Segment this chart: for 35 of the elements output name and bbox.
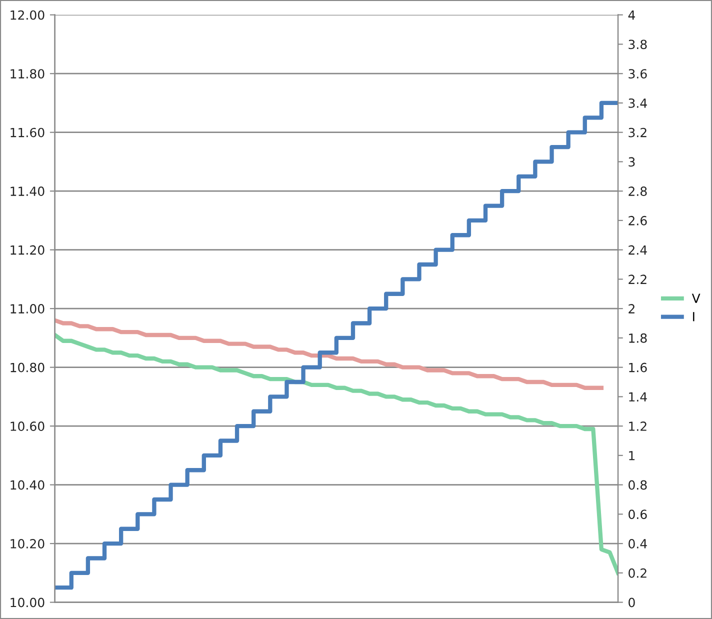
y-tick-label: 11.60 xyxy=(10,128,44,138)
y2-tick-label: 2.8 xyxy=(628,186,647,196)
y2-tick-label: 3.2 xyxy=(628,128,646,138)
y2-tick-label: 2.2 xyxy=(628,274,646,284)
y2-tick-label: 0.6 xyxy=(628,510,647,520)
y-tick-label: 10.00 xyxy=(10,598,44,608)
y2-tick-label: 0 xyxy=(628,598,635,608)
y2-tick-label: 0.2 xyxy=(628,568,646,578)
y2-tick-label: 3.6 xyxy=(628,69,647,79)
y2-tick-label: 1.6 xyxy=(629,362,647,372)
y2-tick-label: 4 xyxy=(628,10,635,20)
y2-tick-label: 2.4 xyxy=(628,245,647,255)
y-tick-label: 11.00 xyxy=(10,304,44,314)
y2-tick-label: 0.8 xyxy=(628,480,647,490)
y2-tick-label: 3.8 xyxy=(628,40,647,50)
y-tick-label: 11.40 xyxy=(10,186,44,196)
legend-label: V xyxy=(692,294,700,303)
y-tick-label: 11.20 xyxy=(10,245,44,255)
y-tick-label: 10.60 xyxy=(10,422,44,431)
y2-tick-label: 0.4 xyxy=(628,539,647,548)
y2-tick-label: 2 xyxy=(628,304,634,314)
y2-tick-label: 1.8 xyxy=(629,333,647,343)
y2-tick-label: 1 xyxy=(629,451,635,460)
y-tick-label: 11.80 xyxy=(10,69,44,79)
y2-tick-label: 1.4 xyxy=(629,392,647,402)
y-tick-label: 12.00 xyxy=(10,10,44,20)
y-tick-label: 10.80 xyxy=(10,362,44,372)
y2-tick-label: 1.2 xyxy=(629,422,646,431)
y2-tick-label: 3.4 xyxy=(628,98,647,108)
y-tick-label: 10.40 xyxy=(10,480,44,490)
y2-tick-label: 3 xyxy=(628,157,635,167)
y2-tick-label: 2.6 xyxy=(628,216,647,226)
legend-label: I xyxy=(693,312,694,322)
line-series xyxy=(54,318,604,390)
y-tick-label: 10.20 xyxy=(10,539,44,548)
